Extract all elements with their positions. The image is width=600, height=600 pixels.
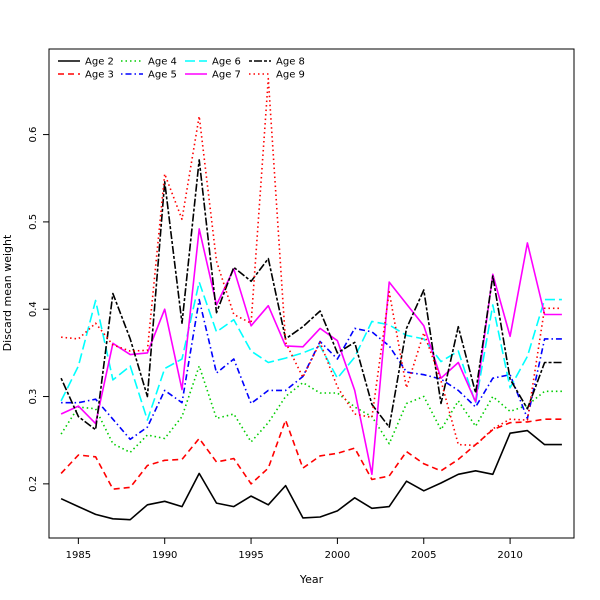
x-tick-label: 2010 <box>497 550 522 561</box>
x-tick-label: 2000 <box>325 550 350 561</box>
series-line-3 <box>60 365 562 454</box>
legend-item-3: Age 4 <box>121 57 177 68</box>
x-tick-label: 1985 <box>66 550 91 561</box>
y-tick-label: 0.3 <box>28 389 39 405</box>
y-axis: 0.2 0.3 0.4 0.5 0.6 <box>28 127 49 492</box>
series-line-2 <box>60 418 562 490</box>
x-tick-label: 1990 <box>152 550 177 561</box>
legend-item-7: Age 8 <box>249 57 305 68</box>
x-tick-label: 1995 <box>238 550 263 561</box>
y-axis-title: Discard mean weight <box>1 234 14 351</box>
legend-label: Age 3 <box>85 70 114 81</box>
legend-label: Age 5 <box>148 70 177 81</box>
legend-item-6: Age 7 <box>185 70 241 81</box>
x-axis-title: Year <box>299 573 324 586</box>
legend-item-5: Age 6 <box>185 57 241 68</box>
series-line-5 <box>60 281 562 421</box>
y-tick-label: 0.5 <box>28 214 39 230</box>
legend-item-4: Age 5 <box>121 70 177 81</box>
y-tick-label: 0.4 <box>28 301 39 317</box>
series-line-1 <box>60 429 562 521</box>
series-layer <box>60 77 562 521</box>
legend-item-8: Age 9 <box>249 70 305 81</box>
series-line-6 <box>60 228 562 476</box>
y-tick-label: 0.2 <box>28 476 39 492</box>
legend-label: Age 6 <box>212 57 241 68</box>
legend-label: Age 9 <box>276 70 305 81</box>
legend-label: Age 2 <box>85 57 114 68</box>
x-tick-label: 2005 <box>411 550 436 561</box>
legend-item-2: Age 3 <box>58 70 114 81</box>
plot-frame <box>48 48 575 539</box>
y-tick-label: 0.6 <box>28 127 39 143</box>
legend-label: Age 8 <box>276 57 305 68</box>
legend-label: Age 7 <box>212 70 241 81</box>
legend-label: Age 4 <box>148 57 177 68</box>
series-line-7 <box>60 159 562 431</box>
legend-item-1: Age 2 <box>58 57 114 68</box>
legend: Age 2 Age 3 Age 4 Age 5 Age 6 Age 7 Age 8 Age 9 <box>58 57 305 81</box>
series-line-4 <box>61 298 562 441</box>
x-axis: 1985 1990 1995 2000 2005 2010 <box>66 538 523 561</box>
